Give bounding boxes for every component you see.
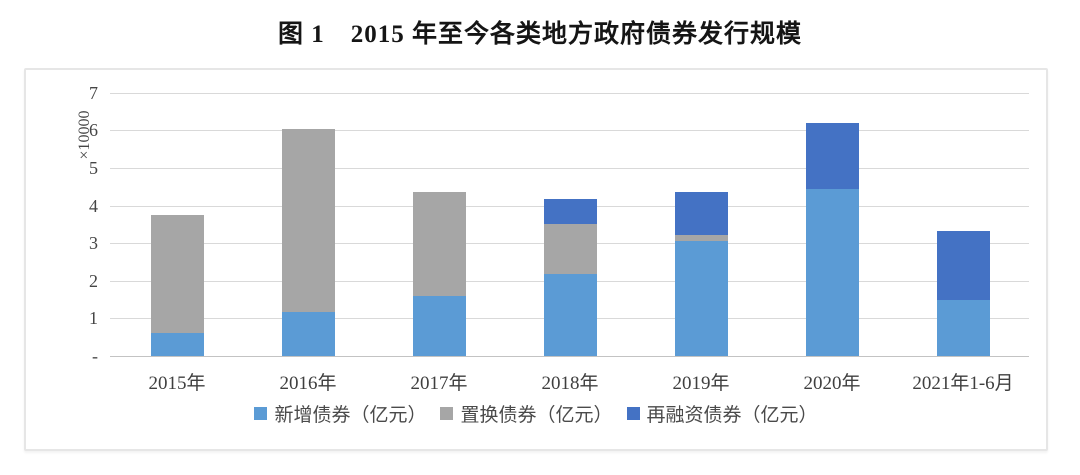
bar-segment-2020年-series0: [805, 188, 859, 356]
x-tick-label-2016年: 2016年: [279, 373, 337, 394]
y-tick-label-0: -: [92, 346, 98, 366]
x-tick-label-2015年: 2015年: [148, 373, 206, 394]
y-tick-label-4: 4: [89, 195, 98, 216]
legend-label-1: 置换债券（亿元）: [460, 405, 613, 426]
bar-segment-2017年-series1: [412, 192, 466, 297]
gridline-y5: [110, 168, 1029, 169]
x-tick-label-2019年: 2019年: [672, 373, 730, 394]
legend-item-1: 置换债券（亿元）: [440, 400, 613, 427]
bar-segment-2021年1-6月-series2: [936, 230, 990, 301]
x-tick-label-2018年: 2018年: [541, 373, 599, 394]
gridline-y0: [110, 356, 1029, 357]
y-tick-label-5: 5: [89, 158, 98, 178]
x-tick-label-2021年1-6月: 2021年1-6月: [912, 373, 1014, 394]
x-tick-label-2017年: 2017年: [410, 373, 468, 394]
chart-legend: 新增债券（亿元） 置换债券（亿元） 再融资债券（亿元）: [26, 400, 1046, 427]
chart-title: 图 1 2015 年至今各类地方政府债券发行规模: [277, 21, 802, 48]
y-tick-label-3: 3: [89, 233, 98, 254]
legend-swatch-icon: [254, 407, 268, 420]
legend-swatch-icon: [440, 407, 454, 420]
y-tick-label-7: 7: [89, 82, 98, 103]
legend-label-0: 新增债券（亿元）: [274, 405, 427, 426]
y-tick-label-2: 2: [89, 270, 98, 291]
bar-segment-2021年1-6月-series0: [936, 300, 990, 356]
gridline-y6: [110, 130, 1029, 132]
x-tick-label-2020年: 2020年: [803, 373, 861, 394]
y-tick-label-6: 6: [89, 120, 98, 141]
bar-segment-2016年-series0: [281, 312, 335, 356]
gridline-y7: [110, 92, 1029, 94]
bar-segment-2019年-series2: [674, 192, 728, 235]
bar-segment-2015年-series1: [150, 215, 204, 334]
bar-segment-2017年-series0: [412, 296, 466, 356]
plot-area: - 1 2 3 4 5 6 7 2015年 2016年 2017年 2018年 2019年 2020年 20…: [26, 70, 1046, 449]
bar-segment-2015年-series0: [150, 333, 204, 356]
bar-segment-2018年-series0: [543, 274, 597, 356]
bar-segment-2018年-series2: [543, 199, 597, 224]
bar-segment-2019年-series1: [674, 234, 728, 241]
legend-item-2: 再融资债券（亿元）: [626, 400, 818, 427]
bar-segment-2016年-series1: [281, 128, 335, 312]
bar-segment-2020年-series2: [805, 122, 859, 189]
bar-segment-2018年-series1: [543, 223, 597, 275]
y-tick-label-1: 1: [89, 308, 98, 329]
bar-segment-2019年-series0: [674, 240, 728, 356]
chart-box: ×10000 -1 2 3 4 5 6 7 2015年 2016年 2017年 2018年 2019年…: [24, 68, 1048, 451]
legend-swatch-icon: [626, 407, 640, 420]
legend-item-0: 新增债券（亿元）: [254, 400, 426, 427]
legend-label-2: 再融资债券（亿元）: [646, 405, 818, 426]
